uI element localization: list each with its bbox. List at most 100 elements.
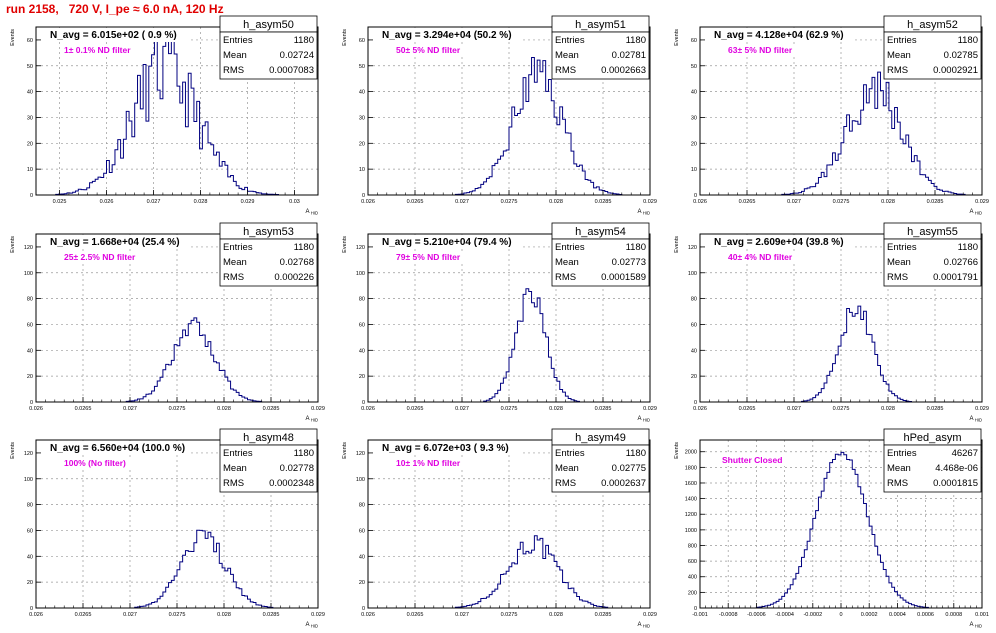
y-tick-label: 30 (27, 115, 33, 121)
y-tick-label: 0 (694, 606, 697, 612)
filter-background (726, 251, 810, 263)
x-tick-label: 0.029 (643, 199, 657, 205)
histogram-panel: 0.026 0.0265 0.027 0.0275 0.028 0.0285 0.029 0 2… (0, 222, 332, 427)
histogram-panel: 0.026 0.0265 0.027 0.0275 0.028 0.0285 0.029 0 2… (332, 428, 664, 633)
y-tick-label: 0 (30, 400, 33, 406)
x-tick-label: 0.03 (289, 199, 300, 205)
x-tick-label: 0.0285 (927, 406, 944, 412)
plot-frame (35, 26, 319, 196)
x-tick-label: 0.0275 (501, 612, 518, 618)
stats-label: Entries (223, 35, 253, 46)
stats-label: RMS (223, 478, 244, 489)
x-tick-label: 0.026 (361, 612, 375, 618)
y-tick-label: 80 (359, 503, 365, 509)
x-tick-label: 0.0275 (169, 612, 186, 618)
x-tick-label: 0.0002 (861, 612, 878, 618)
y-tick-label: 100 (24, 271, 33, 277)
y-axis-label: Events (10, 236, 16, 253)
y-tick-label: 0 (694, 400, 697, 406)
y-tick-label: 20 (359, 141, 365, 147)
y-tick-label: 80 (27, 297, 33, 303)
y-axis-label: Events (342, 29, 348, 46)
y-tick-label: 100 (24, 477, 33, 483)
x-tick-label: 0.027 (455, 199, 469, 205)
histogram-panel: 0.025 0.026 0.027 0.028 0.029 0.03 0 10 20 30 40 50… (0, 15, 332, 220)
histogram-title: h_asym53 (243, 226, 294, 238)
y-tick-label: 120 (24, 451, 33, 457)
x-tick-label: 0.0285 (595, 406, 612, 412)
x-tick-label: 0.028 (217, 612, 231, 618)
stats-value: 1180 (958, 35, 978, 46)
filter-label: 25± 2.5% ND filter (64, 252, 136, 262)
y-tick-label: 20 (27, 141, 33, 147)
stats-value: 1180 (294, 448, 314, 459)
y-tick-label: 50 (27, 64, 33, 70)
filter-label: 10± 1% ND filter (396, 458, 461, 468)
y-tick-label: 20 (691, 141, 697, 147)
x-tick-label: 0.0285 (927, 199, 944, 205)
stats-label: Mean (555, 50, 579, 61)
y-tick-label: 0 (694, 193, 697, 199)
y-tick-label: 40 (27, 554, 33, 560)
y-tick-label: 1400 (685, 497, 697, 503)
y-tick-label: 60 (359, 528, 365, 534)
histogram-panel: 0.026 0.0265 0.027 0.0275 0.028 0.0285 0.029 0 2… (332, 222, 664, 427)
stats-value: 1180 (626, 35, 646, 46)
histogram-svg: -0.001 -0.0008 -0.0006 -0.0004 -0.0002 0 0.000… (674, 428, 989, 629)
x-tick-label: 0.0004 (889, 612, 906, 618)
stats-value: 0.0001589 (601, 272, 646, 283)
stats-label: RMS (223, 65, 244, 76)
y-tick-label: 60 (27, 528, 33, 534)
stats-value: 0.02781 (612, 50, 646, 61)
y-tick-label: 20 (27, 374, 33, 380)
x-tick-label: 0.028 (549, 612, 563, 618)
stats-box (219, 238, 318, 287)
filter-label: 100% (No filter) (64, 458, 126, 468)
y-tick-label: 200 (688, 590, 697, 596)
histogram-panel: 0.026 0.0265 0.027 0.0275 0.028 0.0285 0.029 0 2… (0, 428, 332, 633)
y-tick-label: 20 (691, 374, 697, 380)
x-tick-label: 0.027 (787, 199, 801, 205)
x-axis-label: A HID (637, 416, 650, 422)
histogram-title: h_asym48 (243, 432, 294, 444)
filter-background (62, 251, 156, 263)
x-axis-label: A HID (969, 209, 982, 215)
histogram-svg: 0.025 0.026 0.027 0.028 0.029 0.03 0 10 20 30 40 50… (10, 15, 319, 216)
y-tick-label: 60 (359, 322, 365, 328)
stats-value: 0.0002348 (269, 478, 314, 489)
stats-value: 1180 (626, 242, 646, 253)
histogram-svg: 0.026 0.0265 0.027 0.0275 0.028 0.0285 0.029 0 2… (10, 222, 325, 423)
stats-value: 0.02773 (612, 257, 646, 268)
y-axis-label: Events (10, 29, 16, 46)
navg-label: N_avg = 6.015e+02 ( 0.9 %) (50, 30, 177, 41)
y-tick-label: 100 (356, 477, 365, 483)
stats-label: Entries (555, 35, 585, 46)
stats-label: Mean (887, 257, 911, 268)
navg-label: N_avg = 5.210e+04 (79.4 %) (382, 237, 512, 248)
x-tick-label: 0 (839, 612, 842, 618)
histogram-title: h_asym52 (907, 19, 958, 31)
y-tick-label: 40 (359, 90, 365, 96)
y-tick-label: 1000 (685, 528, 697, 534)
navg-background (41, 28, 189, 42)
x-tick-label: 0.028 (881, 199, 895, 205)
y-tick-label: 20 (359, 580, 365, 586)
y-tick-label: 800 (688, 543, 697, 549)
stats-value: 0.02778 (280, 463, 314, 474)
y-axis-label: Events (674, 29, 680, 46)
stats-label: Entries (223, 242, 253, 253)
stats-value: 0.0002921 (933, 65, 978, 76)
x-tick-label: 0.029 (241, 199, 255, 205)
histogram-title: h_asym55 (907, 226, 958, 238)
stats-box (551, 238, 650, 287)
x-tick-label: 0.0275 (501, 199, 518, 205)
y-tick-label: 80 (27, 503, 33, 509)
y-tick-label: 120 (356, 245, 365, 251)
y-tick-label: 40 (359, 348, 365, 354)
y-tick-label: 0 (362, 606, 365, 612)
x-tick-label: 0.001 (975, 612, 989, 618)
stats-value: 0.0002637 (601, 478, 646, 489)
y-tick-label: 120 (688, 245, 697, 251)
stats-label: Entries (555, 242, 585, 253)
y-tick-label: 10 (691, 167, 697, 173)
